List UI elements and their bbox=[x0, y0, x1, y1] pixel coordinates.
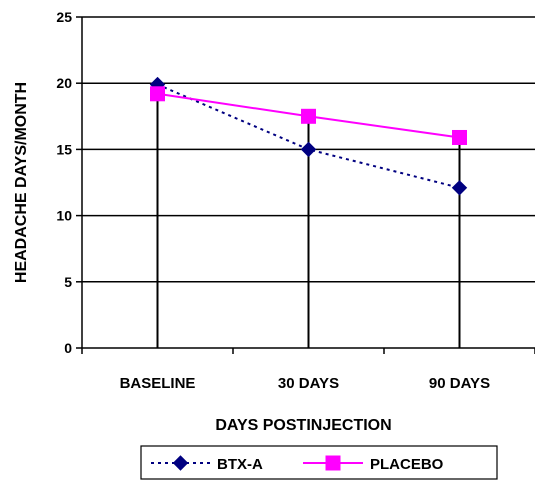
data-point-diamond bbox=[300, 141, 317, 158]
data-point-square bbox=[325, 455, 341, 471]
legend-items: BTX-A PLACEBO bbox=[151, 455, 444, 473]
series-btx-a bbox=[149, 76, 468, 196]
x-tick-label: 30 DAYS bbox=[278, 375, 339, 392]
data-point-square bbox=[150, 86, 165, 102]
legend: BTX-A PLACEBO bbox=[140, 445, 498, 480]
y-tick-label: 0 bbox=[64, 340, 72, 356]
series-placebo bbox=[150, 86, 467, 145]
y-ticks: 0 5 10 15 20 25 bbox=[56, 9, 82, 356]
data-point-diamond bbox=[451, 180, 468, 196]
y-tick-label: 10 bbox=[56, 208, 72, 224]
y-tick-label: 15 bbox=[56, 141, 72, 157]
legend-label: BTX-A bbox=[217, 456, 263, 473]
legend-label: PLACEBO bbox=[370, 456, 444, 473]
series-layer bbox=[149, 76, 468, 196]
y-tick-label: 20 bbox=[56, 75, 72, 91]
y-tick-label: 25 bbox=[56, 9, 72, 25]
y-axis-label: HEADACHE DAYS/MONTH bbox=[13, 82, 30, 283]
x-ticks: BASELINE 30 DAYS 90 DAYS bbox=[81, 348, 535, 392]
x-tick-label: BASELINE bbox=[120, 375, 196, 392]
data-point-square bbox=[452, 129, 467, 145]
y-tick-label: 5 bbox=[64, 274, 72, 290]
x-axis-label: DAYS POSTINJECTION bbox=[215, 417, 391, 434]
data-point-square bbox=[301, 108, 316, 124]
series-line bbox=[157, 83, 460, 189]
data-point-diamond bbox=[172, 455, 189, 471]
legend-item: BTX-A bbox=[151, 455, 263, 473]
legend-item: PLACEBO bbox=[303, 455, 444, 473]
x-tick-label: 90 DAYS bbox=[429, 375, 490, 392]
